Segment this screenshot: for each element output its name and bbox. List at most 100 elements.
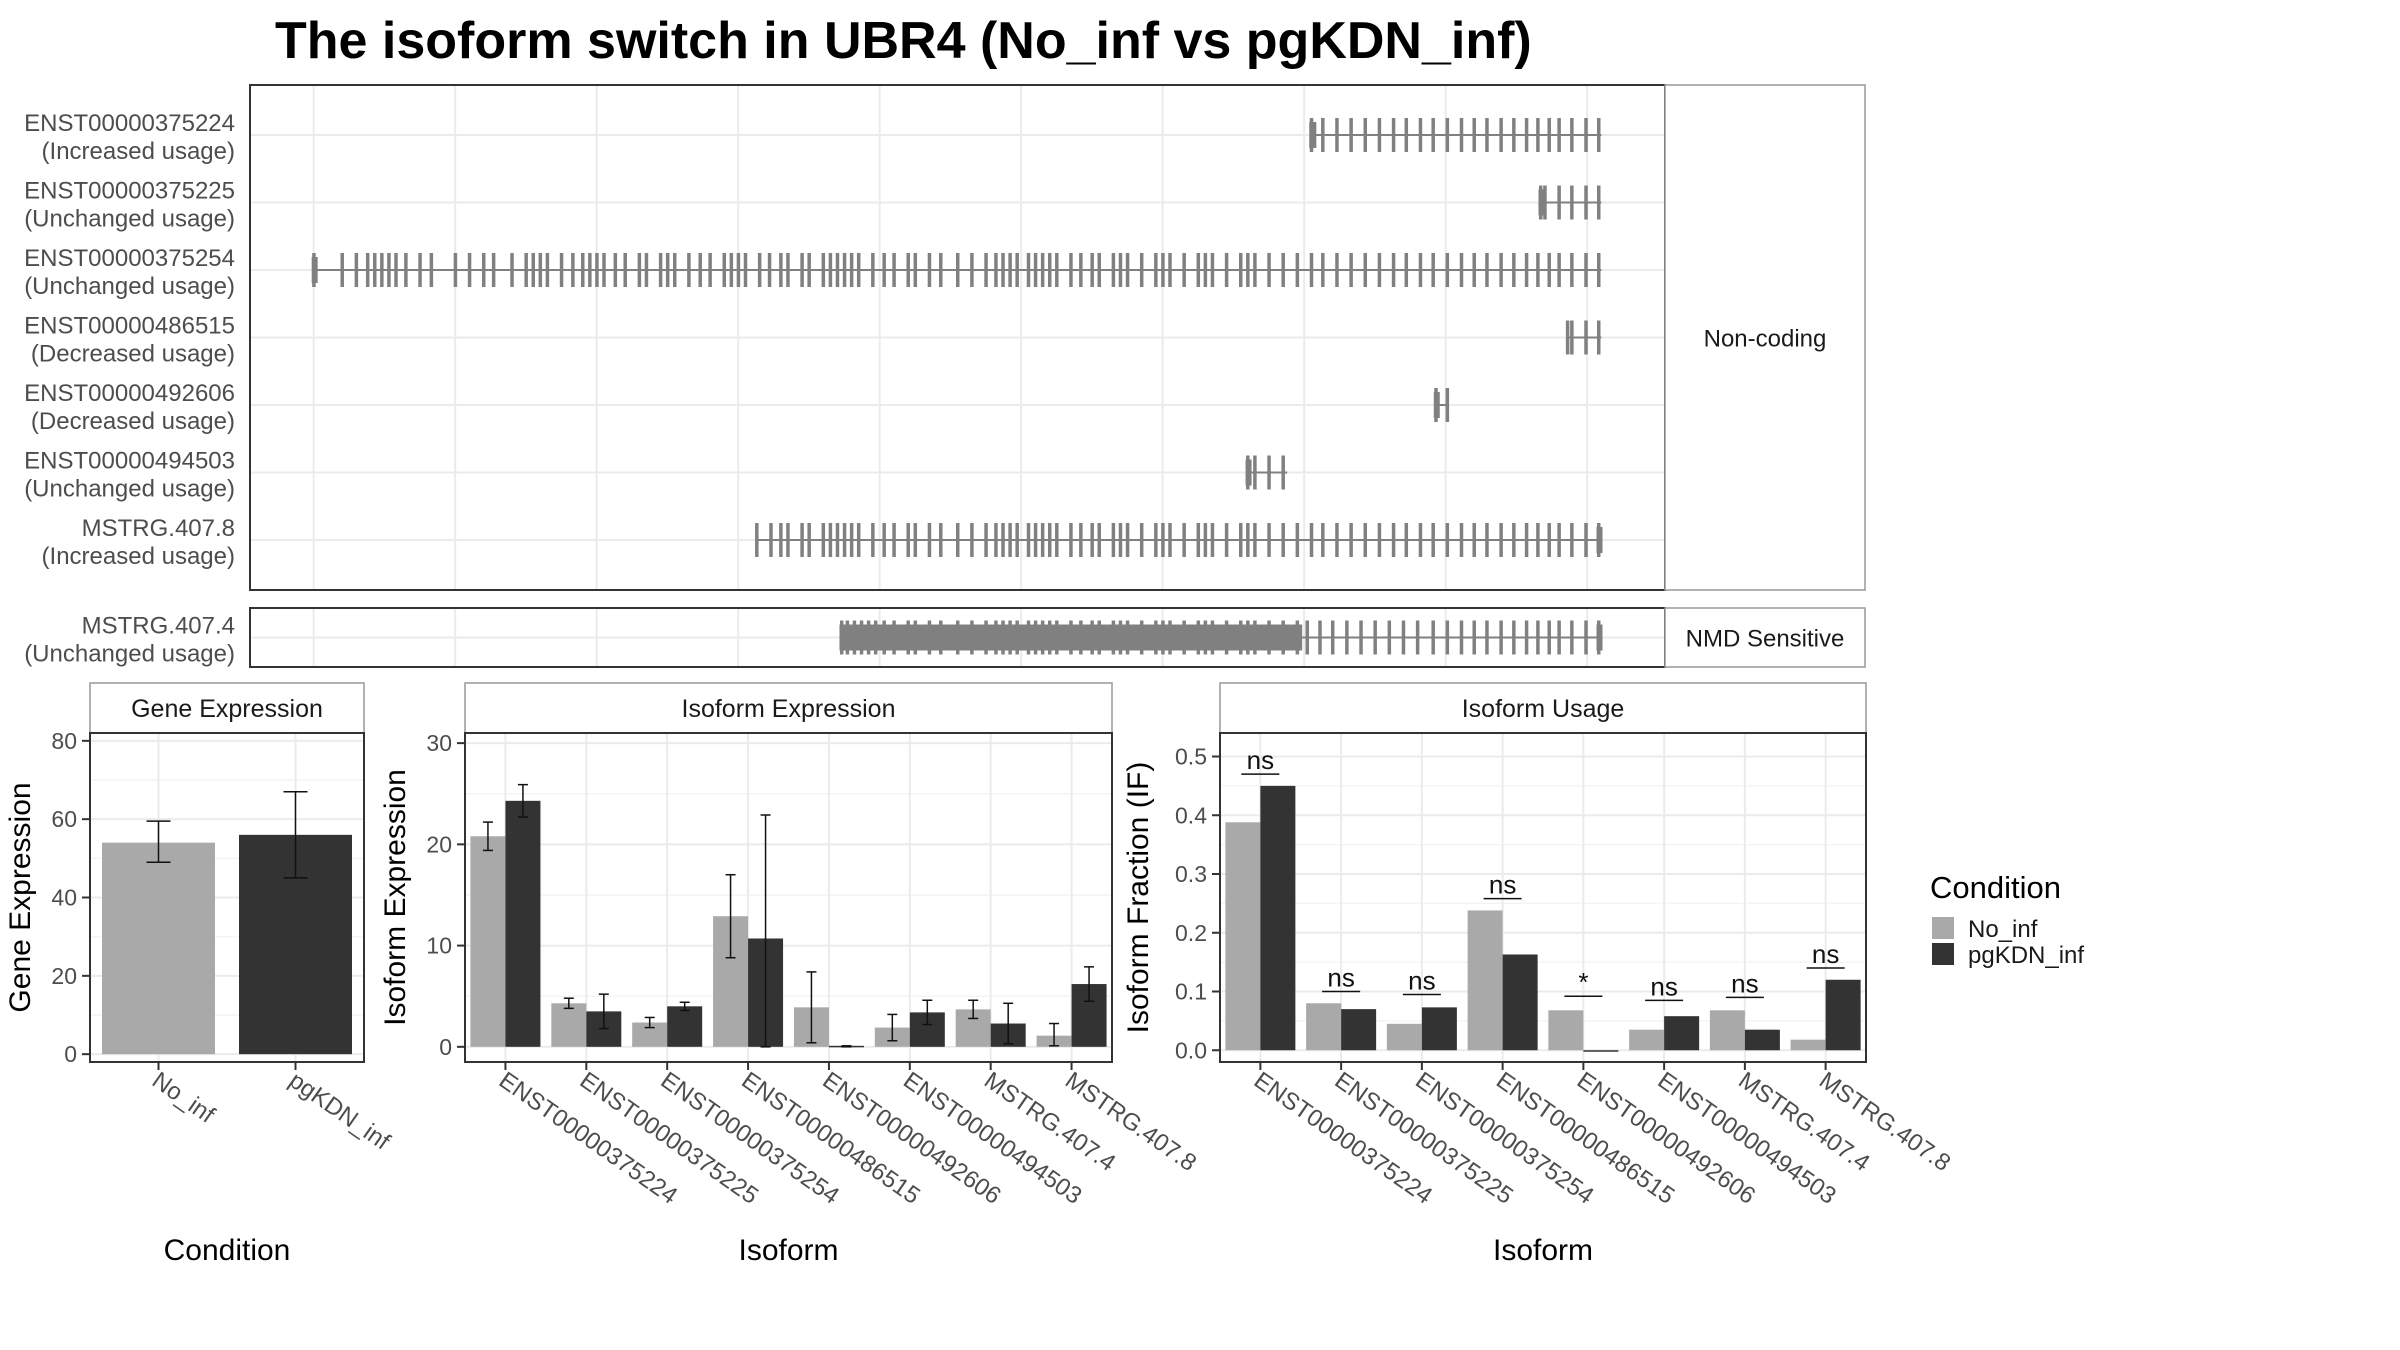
legend-label-no-inf: No_inf [1968,916,2038,943]
transcript-exon [1055,523,1059,557]
transcript-exon [970,253,974,287]
transcript-exon [1335,118,1339,152]
transcript-exon [1349,523,1353,557]
transcript-exon [1472,118,1476,152]
transcript-exon [491,253,496,287]
x-tick-label: MSTRG.407.8 [1814,1067,1955,1177]
chart-bar [1825,979,1861,1051]
transcript-exon [1472,253,1476,287]
transcript-exon [1015,523,1019,557]
transcript-exon [1267,455,1271,490]
transcript-exon [906,523,910,557]
transcript-exon [1008,523,1012,557]
transcript-exon [956,253,960,287]
transcript-exon [1069,523,1073,557]
chart-bar [1664,1016,1700,1051]
transcript-exon [1499,523,1503,557]
y-tick-label: 0.4 [1175,802,1207,828]
chart-strip-box [89,682,365,734]
significance-label: ns [1650,971,1677,1001]
transcript-exon [1246,253,1250,287]
transcript-exon [1111,523,1116,557]
transcript-exon [1512,620,1516,655]
transcript-exon [757,253,762,287]
transcript-exon [1359,620,1363,655]
transcript-exon [581,253,585,287]
transcript-exon [970,523,974,557]
legend-swatch-no-inf [1932,917,1954,939]
transcript-exon [786,523,790,557]
transcript-exon [1524,523,1529,557]
transcript-exon [1295,253,1300,287]
transcript-exon [1536,118,1540,152]
transcript-exon [373,253,377,287]
transcript-exon [1565,320,1570,355]
transcript-exon [1363,253,1368,287]
transcript-exon [1570,523,1574,557]
transcript-exon [1069,253,1073,287]
y-tick-label: 40 [51,885,77,911]
transcript-exon [1570,620,1574,655]
transcript-exon [1557,253,1561,287]
transcript-exon [835,253,840,287]
transcript-exon [354,253,359,287]
transcript-exon [1445,523,1450,557]
transcript-exon [1431,620,1435,655]
transcript-id-label: ENST00000494503 [24,448,235,475]
transcript-exon [1584,118,1588,152]
transcript-exon [1008,253,1012,287]
transcript-exon [1377,118,1382,152]
transcript-exon [1040,523,1045,557]
transcript-exon [729,253,734,287]
transcript-exon [1547,253,1551,287]
transcript-exon [1485,620,1489,655]
transcript-exon [1154,253,1158,287]
transcript-utr-block [1596,527,1603,553]
chart-bar [1341,1009,1377,1051]
transcript-exon [807,523,811,557]
transcript-exon [365,253,370,287]
transcript-exon [1253,253,1257,287]
transcript-structure-panel: ENST00000375224(Increased usage)ENST0000… [24,84,1866,668]
x-tick-label: pgKDN_inf [284,1067,395,1156]
significance-label: ns [1489,870,1516,900]
transcript-exon [1295,523,1300,557]
transcript-exon [1445,620,1450,655]
transcript-exon [559,253,564,287]
y-tick-label: 0.0 [1175,1037,1207,1063]
transcript-exon [1079,523,1083,557]
transcript-exon [1203,253,1208,287]
transcript-exon [404,253,408,287]
legend-title: Condition [1930,870,2061,905]
transcript-utr-block [1538,189,1545,216]
facet-strip-box [1664,84,1866,591]
transcript-exon [1557,185,1561,220]
transcript-exon [1281,523,1285,557]
transcript-exon [1524,620,1529,655]
x-axis-title: Isoform [1493,1234,1593,1267]
transcript-utr-block [1309,122,1317,148]
transcript-exon [1391,523,1396,557]
chart-bar [1467,910,1503,1051]
transcript-exon [1404,118,1409,152]
transcript-id-label: ENST00000375254 [24,245,235,272]
transcript-exon [1536,620,1540,655]
transcript-usage-label: (Unchanged usage) [24,273,235,300]
transcript-exon [1246,523,1250,557]
x-tick-label: No_inf [147,1067,220,1129]
transcript-exon [1111,253,1116,287]
y-tick-label: 60 [51,806,77,832]
transcript-exon [1118,253,1123,287]
isoform-expression-chart: Isoform Expression0102030ENST00000375224… [379,682,1201,1267]
transcript-exon [927,523,932,557]
transcript-exon [1499,253,1503,287]
chart-bar [667,1006,703,1047]
y-tick-label: 20 [426,831,452,857]
transcript-exon [1512,118,1516,152]
transcript-exon [1418,118,1423,152]
y-tick-label: 80 [51,728,77,754]
transcript-exon [1499,620,1503,655]
transcript-exon [849,523,854,557]
chart-bar [1421,1007,1457,1051]
transcript-exon [453,253,458,287]
